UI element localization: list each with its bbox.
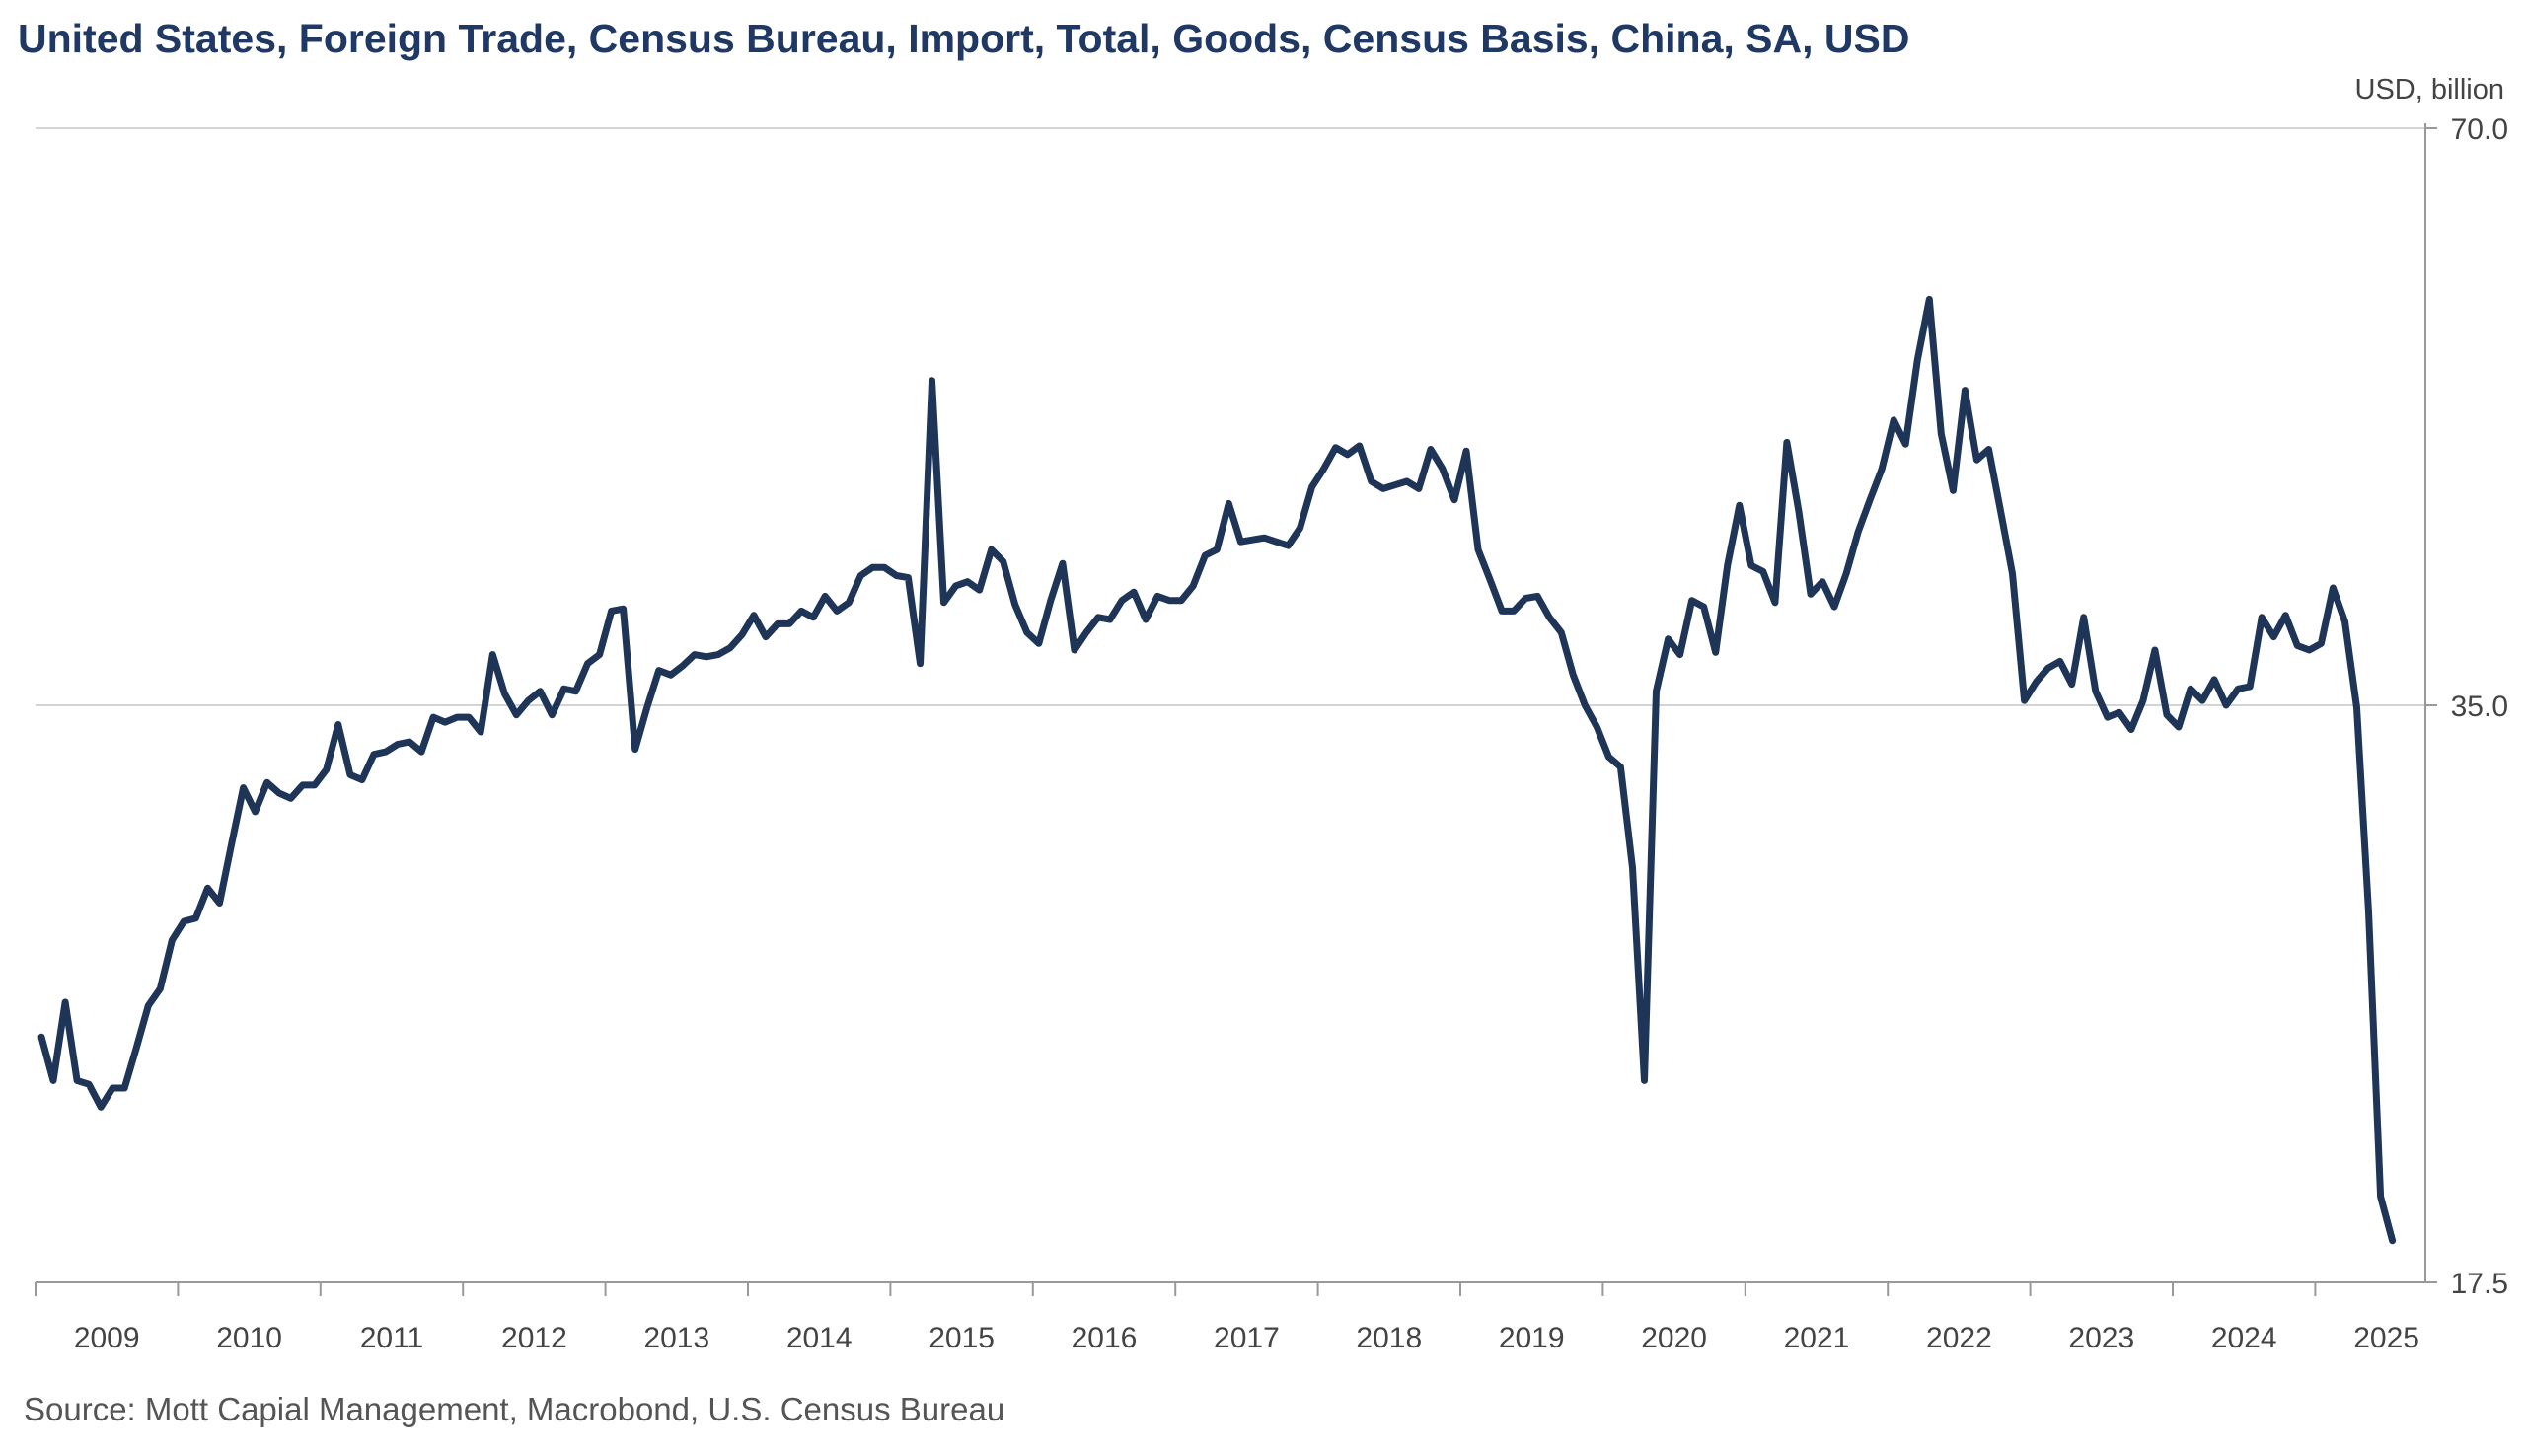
x-tick-label: 2015 [929, 1322, 995, 1354]
gridlines [36, 127, 2437, 1283]
y-axis-unit-label: USD, billion [2355, 74, 2505, 106]
x-tick-label: 2009 [74, 1322, 140, 1354]
y-tick-labels: 70.0 35.0 17.5 [2451, 113, 2508, 1300]
x-tick-label: 2013 [643, 1322, 709, 1354]
x-tick-label: 2019 [1499, 1322, 1565, 1354]
x-tick-labels: 2009 2010 2011 2012 2013 2014 2015 2016 2017 2018… [74, 1322, 2419, 1354]
x-tick-label: 2022 [1926, 1322, 1992, 1354]
x-tick-label: 2011 [360, 1322, 424, 1354]
source-note: Source: Mott Capial Management, Macrobon… [24, 1391, 1005, 1427]
x-tick-label: 2018 [1356, 1322, 1422, 1354]
x-tick-label: 2020 [1641, 1322, 1707, 1354]
x-tick-label: 2023 [2068, 1322, 2134, 1354]
y-tick-label: 35.0 [2451, 691, 2508, 723]
series-line-0 [37, 295, 2397, 1245]
x-tick-label: 2016 [1072, 1322, 1138, 1354]
x-tick-label: 2014 [786, 1322, 853, 1354]
series [37, 295, 2397, 1245]
y-tick-label: 70.0 [2451, 113, 2508, 146]
x-tick-label: 2017 [1214, 1322, 1280, 1354]
x-tick-label: 2025 [2353, 1322, 2419, 1354]
y-tick-label: 17.5 [2451, 1268, 2508, 1300]
x-tick-label: 2010 [216, 1322, 282, 1354]
x-tick-label: 2012 [501, 1322, 567, 1354]
x-tick-label: 2021 [1784, 1322, 1850, 1354]
chart-title: United States, Foreign Trade, Census Bur… [18, 16, 1910, 61]
x-tick-label: 2024 [2211, 1322, 2277, 1354]
axes [35, 123, 2426, 1296]
